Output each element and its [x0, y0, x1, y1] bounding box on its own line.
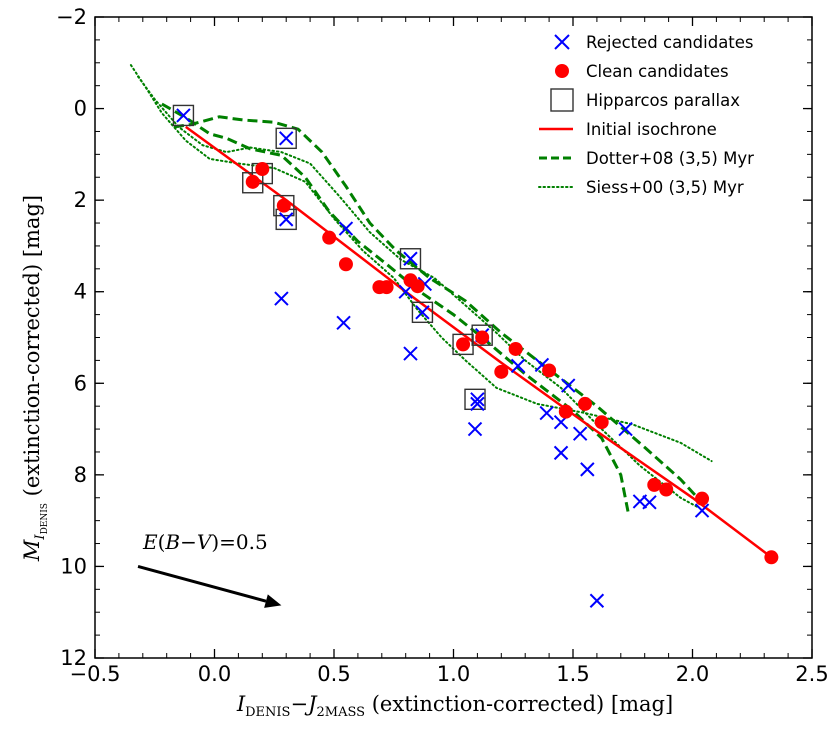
- legend-item-solid: Initial isochrone: [539, 120, 717, 139]
- x-tick-label: 0.5: [317, 662, 350, 686]
- y-tick-label: −2: [56, 5, 87, 29]
- legend-item-s: Hipparcos parallax: [550, 88, 740, 112]
- legend-swatch-hipparcos: [550, 88, 574, 112]
- extinction-arrow-shaft: [137, 564, 267, 603]
- legend: Rejected candidates Clean candidates Hippa…: [538, 33, 754, 197]
- rejected-point-13: [470, 396, 485, 412]
- y-tick-label: 8: [74, 463, 87, 487]
- clean-point-13: [542, 363, 557, 378]
- rejected-point-10: [403, 346, 418, 361]
- legend-label: Rejected candidates: [586, 33, 754, 52]
- clean-point-18: [659, 482, 674, 497]
- rejected-point-21: [553, 445, 569, 461]
- rejected-point-26: [694, 503, 710, 518]
- clean-point-1: [255, 162, 270, 177]
- x-tick-label: 2.5: [795, 662, 828, 686]
- y-tick-label: 6: [74, 371, 87, 395]
- rejected-point-15: [510, 358, 526, 374]
- rejected-point-1: [278, 131, 294, 146]
- rejected-point-25: [642, 495, 657, 510]
- x-axis-label: IDENIS−J2MASS (extinction-corrected) [ma…: [236, 692, 673, 720]
- rejected-point-3: [274, 291, 289, 306]
- rejected-point-20: [572, 426, 588, 441]
- rejected-point-27: [589, 593, 605, 608]
- legend-label: Clean candidates: [586, 62, 729, 81]
- extinction-arrow-head: [264, 594, 282, 608]
- hipparcos-marker-8: [452, 333, 474, 356]
- clean-point-2: [276, 198, 291, 213]
- axis-ticks: −0.5 0.0 0.5 1.0 1.5 2.0 2.5 −2 0 2 4 6 8 10 12: [56, 5, 829, 686]
- rejected-point-14: [467, 421, 483, 437]
- rejected-point-2: [278, 212, 294, 227]
- y-tick-label: 10: [60, 554, 87, 578]
- x-tick-label: 2.0: [676, 662, 709, 686]
- clean-point-15: [577, 396, 592, 411]
- extinction-annotation: E(B−V)=0.5: [137, 530, 282, 608]
- legend-item-o: Clean candidates: [555, 62, 729, 81]
- rejected-point-22: [580, 462, 595, 477]
- hipparcos-marker-6: [399, 248, 422, 270]
- rejected-point-0: [176, 108, 191, 123]
- y-tick-label: 4: [74, 280, 87, 304]
- hipparcos-marker-0: [172, 104, 195, 127]
- y-tick-label: 2: [74, 188, 87, 212]
- legend-item-dashed: Dotter+08 (3,5) Myr: [539, 149, 754, 168]
- clean-point-3: [322, 230, 337, 245]
- markers-layer: [172, 104, 779, 608]
- clean-point-9: [456, 337, 471, 352]
- rejected-point-12: [470, 392, 485, 407]
- x-tick-label: 0.0: [198, 662, 231, 686]
- hipparcos-marker-10: [464, 388, 486, 411]
- rejected-point-9: [415, 305, 430, 320]
- legend-label: Initial isochrone: [586, 120, 717, 139]
- clean-point-4: [338, 257, 353, 272]
- rejected-point-23: [618, 421, 633, 437]
- y-tick-label: 12: [60, 646, 87, 670]
- extinction-label: E(B−V)=0.5: [142, 530, 268, 554]
- clean-point-16: [594, 415, 609, 430]
- clean-point-19: [695, 491, 710, 506]
- hipparcos-marker-7: [411, 301, 434, 324]
- legend-item-dotted: Siess+00 (3,5) Myr: [538, 178, 744, 197]
- legend-label: Siess+00 (3,5) Myr: [586, 178, 744, 197]
- legend-swatch-rejected: [554, 34, 570, 50]
- legend-label: Dotter+08 (3,5) Myr: [586, 149, 754, 168]
- clean-point-8: [410, 279, 425, 294]
- clean-point-17: [647, 477, 662, 492]
- x-tick-label: −0.5: [70, 662, 121, 686]
- rejected-point-18: [561, 378, 576, 393]
- rejected-point-5: [336, 315, 351, 331]
- siess-track-1: [137, 75, 699, 508]
- rejected-point-6: [403, 251, 418, 266]
- dotter-track-1: [173, 115, 701, 502]
- clean-point-11: [494, 364, 509, 379]
- x-tick-label: 1.5: [556, 662, 589, 686]
- hipparcos-marker-1: [275, 127, 297, 150]
- siess-track-0: [129, 64, 713, 463]
- x-tick-label: 1.0: [437, 662, 470, 686]
- curves-layer: [129, 64, 773, 559]
- legend-label: Hipparcos parallax: [586, 91, 740, 110]
- rejected-point-4: [338, 221, 354, 236]
- clean-point-6: [379, 280, 394, 295]
- clean-point-10: [475, 330, 490, 345]
- clean-point-20: [764, 550, 779, 565]
- y-tick-label: 0: [74, 97, 87, 121]
- hipparcos-marker-3: [242, 172, 264, 194]
- rejected-point-8: [398, 284, 413, 299]
- clean-point-14: [558, 404, 573, 419]
- y-axis-label: MIDENIS (extinction-corrected) [mag]: [20, 195, 50, 562]
- clean-point-0: [245, 174, 260, 189]
- legend-item-x: Rejected candidates: [554, 33, 754, 52]
- legend-swatch-clean: [555, 64, 569, 78]
- dotter-track-0: [161, 102, 630, 512]
- rejected-point-17: [539, 405, 554, 421]
- hipparcos-marker-9: [471, 324, 493, 346]
- clean-point-12: [508, 341, 523, 356]
